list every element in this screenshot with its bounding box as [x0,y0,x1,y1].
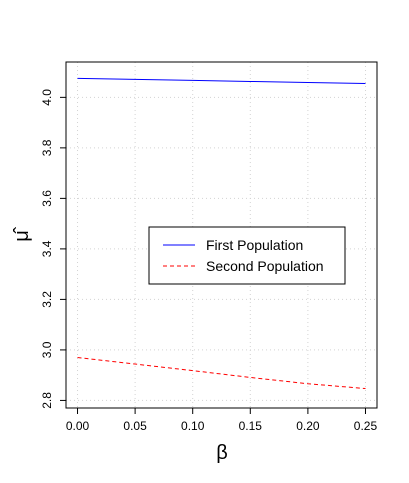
x-tick-label: 0.05 [123,419,147,433]
legend-label: Second Population [206,258,324,274]
data-line [77,356,366,390]
y-tick-label: 4.0 [40,89,54,106]
y-axis-label: μ̂ [11,226,33,242]
legend-box [148,226,346,285]
x-tick-label: 0.15 [239,419,263,433]
x-tick-label: 0.10 [181,419,205,433]
legend-label: First Population [206,237,303,253]
x-tick-label: 0.00 [66,419,90,433]
data-line [77,77,366,84]
y-tick-label: 3.8 [40,139,54,156]
y-tick-label: 2.8 [40,392,54,409]
y-tick-label: 3.0 [40,341,54,358]
x-tick-label: 0.25 [354,419,378,433]
x-axis-label: β [216,442,228,464]
y-tick-label: 3.2 [40,291,54,308]
x-tick-label: 0.20 [296,419,320,433]
y-tick-label: 3.6 [40,190,54,207]
y-tick-label: 3.4 [40,240,54,257]
plot-frame [65,61,378,409]
